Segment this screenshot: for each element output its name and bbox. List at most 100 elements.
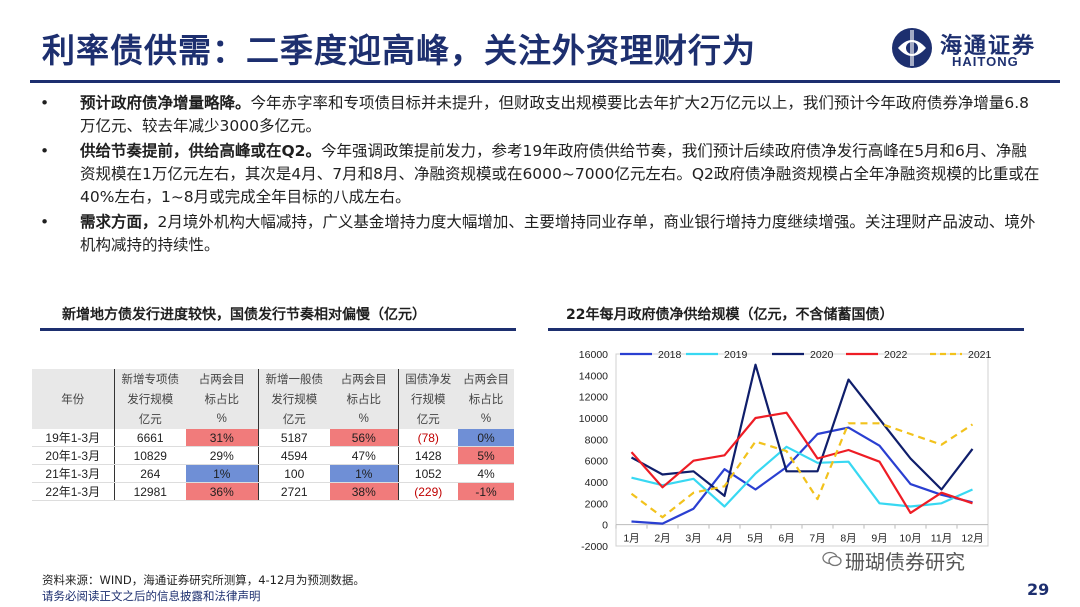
bullet-heading: 需求方面， (80, 213, 158, 231)
table-header-cell: 标占比 (330, 389, 398, 409)
source-note: 资料来源：WIND，海通证券研究所测算，4-12月为预测数据。 (42, 573, 365, 587)
table-cell: 12981 (113, 482, 186, 501)
logo-text-en: HAITONG (952, 54, 1019, 69)
y-tick-label: -2000 (581, 541, 608, 553)
watermark-text: 珊瑚债券研究 (845, 550, 965, 574)
table-cell: 47% (330, 446, 398, 465)
table-header-row: 亿元 % 亿元 % 亿元 % (32, 409, 514, 429)
table-header-cell: 占两会目 (186, 369, 258, 389)
table-title: 新增地方债发行进度较快，国债发行节奏相对偏慢（亿元） (62, 307, 426, 323)
table-row: 20年1-3月 10829 29% 4594 47% 1428 5% (32, 446, 514, 465)
table-header-cell: 发行规模 (113, 389, 186, 409)
table-header-cell: 占两会目 (458, 369, 514, 389)
table-header-cell: 占两会目 (330, 369, 398, 389)
table-unit-cell: 亿元 (113, 409, 186, 429)
table-cell: 0% (458, 429, 514, 447)
table-row: 21年1-3月 264 1% 100 1% 1052 4% (32, 464, 514, 483)
table-unit-cell: 亿元 (397, 409, 458, 429)
table-cell: 31% (186, 429, 258, 447)
table-cell: 5% (458, 446, 514, 465)
haitong-emblem-icon (892, 28, 932, 68)
bullet-heading: 供给节奏提前，供给高峰或在Q2。 (80, 142, 321, 160)
x-tick-label: 2月 (654, 533, 670, 545)
x-tick-label: 1月 (623, 533, 639, 545)
bullet-item: • 需求方面，2月境外机构大幅减持，广义基金增持力度大幅增加、主要增持同业存单，商… (40, 213, 1036, 254)
table-cell: 56% (330, 429, 398, 447)
table-cell: 22年1-3月 (32, 482, 114, 501)
bullet-text: 今年赤字率和专项债目标并未提升，但财政支出规模要比去年扩大2万亿元以上，我们预计… (80, 94, 1030, 135)
table-header-row: 年份 发行规模 标占比 发行规模 标占比 行规模 标占比 (32, 389, 514, 409)
table-header-cell: 年份 (32, 389, 114, 409)
x-tick-label: 5月 (747, 533, 763, 545)
wechat-icon (822, 551, 842, 567)
table-cell: 1% (330, 464, 398, 483)
x-tick-label: 7月 (809, 533, 825, 545)
table-header-cell: 新增专项债 (113, 369, 186, 389)
series-line-2022 (630, 411, 973, 514)
table-cell: 264 (113, 464, 186, 483)
table-cell: -1% (458, 482, 514, 501)
y-tick-label: 14000 (579, 370, 608, 382)
table-cell: 6661 (113, 429, 186, 447)
legend-label: 2019 (724, 349, 748, 361)
logo-text-cn: 海通证券 (940, 33, 1037, 59)
table-cell: 38% (330, 482, 398, 501)
haitong-logo: 海通证券 HAITONG (890, 26, 1050, 70)
series-line-2019 (631, 445, 973, 508)
table-cell: 20年1-3月 (32, 446, 114, 465)
table-cell: 100 (257, 464, 330, 483)
table-cell: 1% (186, 464, 258, 483)
table-cell: 5187 (257, 429, 330, 447)
table-header-cell: 标占比 (186, 389, 258, 409)
table-cell: 4594 (257, 446, 330, 465)
x-tick-label: 6月 (778, 533, 794, 545)
chart-title: 22年每月政府债净供给规模（亿元，不含储蓄国债） (566, 307, 894, 323)
table-header-cell: 国债净发 (397, 369, 458, 389)
chart-title-rule (548, 328, 1024, 331)
y-tick-label: 0 (602, 520, 608, 532)
table-cell: 21年1-3月 (32, 464, 114, 483)
issuance-table: 新增专项债 占两会目 新增一般债 占两会目 国债净发 占两会目 年份 发行规模 … (32, 369, 514, 501)
legend-label: 2022 (884, 349, 908, 361)
table-header-row: 新增专项债 占两会目 新增一般债 占两会目 国债净发 占两会目 (32, 369, 514, 389)
bullet-item: • 供给节奏提前，供给高峰或在Q2。今年强调政策提前发力，参考19年政府债供给节奏… (40, 142, 1040, 206)
y-tick-label: 4000 (585, 477, 609, 489)
bullet-list: • 预计政府债净增量略降。今年赤字率和专项债目标并未提升，但财政支出规模要比去年扩… (40, 92, 1040, 259)
table-header-cell: 行规模 (397, 389, 458, 409)
title-divider (30, 80, 1060, 83)
series-line-2018 (631, 426, 973, 525)
table-row: 19年1-3月 6661 31% 5187 56% (78) 0% (32, 429, 514, 447)
table-unit-cell: % (330, 409, 398, 429)
page-title: 利率债供需：二季度迎高峰，关注外资理财行为 (42, 31, 756, 70)
table-unit-cell: % (458, 409, 514, 429)
x-tick-label: 3月 (685, 533, 701, 545)
table-cell: 19年1-3月 (32, 429, 114, 447)
legend-label: 2021 (968, 349, 992, 361)
y-tick-label: 16000 (579, 349, 608, 361)
bullet-item: • 预计政府债净增量略降。今年赤字率和专项债目标并未提升，但财政支出规模要比去年扩… (40, 94, 1030, 135)
table-cell: (78) (397, 429, 458, 447)
table-title-rule (40, 328, 516, 331)
x-tick-label: 11月 (931, 533, 952, 545)
y-tick-label: 2000 (585, 498, 609, 510)
table-cell: (229) (397, 482, 458, 501)
table-cell: 1428 (397, 446, 458, 465)
supply-line-chart: -2000 0 2000 4000 6000 8000 10000 12000 14000 160… (579, 349, 992, 553)
table-cell: 2721 (257, 482, 330, 501)
table-cell: 10829 (113, 446, 186, 465)
series-line-2020 (630, 363, 974, 497)
bullet-heading: 预计政府债净增量略降。 (80, 94, 251, 112)
x-tick-label: 12月 (961, 533, 983, 545)
table-cell: 36% (186, 482, 258, 501)
table-header-cell: 新增一般债 (257, 369, 330, 389)
x-tick-label: 9月 (871, 533, 887, 545)
page-number: 29 (1027, 580, 1050, 599)
legend-label: 2018 (658, 349, 682, 361)
bullet-text: 2月境外机构大幅减持，广义基金增持力度大幅增加、主要增持同业存单，商业银行增持力… (80, 213, 1036, 254)
table-row: 22年1-3月 12981 36% 2721 38% (229) -1% (32, 482, 514, 501)
table-cell: 1052 (397, 464, 458, 483)
x-tick-label: 10月 (899, 533, 921, 545)
y-tick-label: 6000 (585, 456, 609, 468)
table-unit-cell: 亿元 (257, 409, 330, 429)
table-cell: 29% (186, 446, 258, 465)
